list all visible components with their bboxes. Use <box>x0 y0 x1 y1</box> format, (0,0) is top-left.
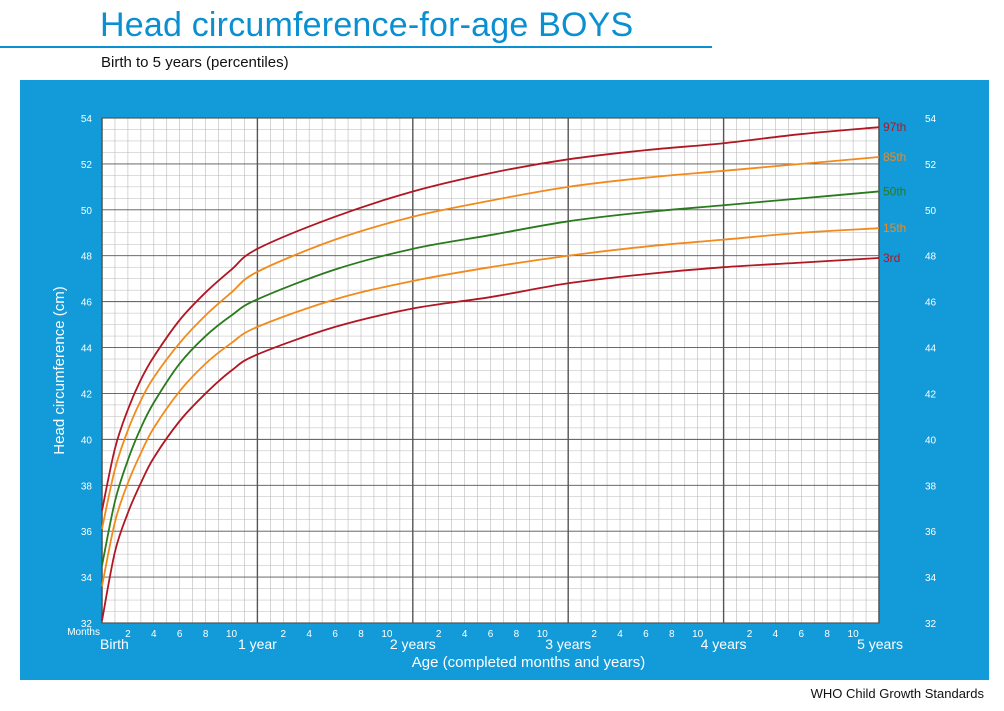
x-tick-label-month: 8 <box>669 629 675 640</box>
y-tick-label-left: 32 <box>81 619 93 630</box>
x-year-label: 2 years <box>390 636 436 652</box>
x-year-label: 3 years <box>545 636 591 652</box>
series-line-50th <box>101 190 880 566</box>
y-tick-label-right: 40 <box>925 435 937 446</box>
grid-major <box>101 117 880 624</box>
y-tick-label-right: 50 <box>925 206 937 217</box>
series-label-85th: 85th <box>883 150 906 164</box>
y-tick-label-left: 40 <box>81 435 93 446</box>
y-tick-label-right: 42 <box>925 389 937 400</box>
y-tick-label-left: 54 <box>81 114 93 125</box>
y-tick-label-left: 34 <box>81 573 93 584</box>
x-tick-label-month: 8 <box>358 629 364 640</box>
x-tick-label-month: 8 <box>824 629 830 640</box>
x-unit-label: Months <box>67 627 100 638</box>
x-tick-label-month: 10 <box>381 629 393 640</box>
x-year-label: Birth <box>100 636 129 652</box>
y-tick-label-right: 46 <box>925 298 937 309</box>
series-label-50th: 50th <box>883 184 906 198</box>
x-tick-label-month: 10 <box>692 629 704 640</box>
y-tick-label-left: 42 <box>81 389 93 400</box>
y-tick-label-left: 48 <box>81 252 93 263</box>
y-tick-label-left: 46 <box>81 298 93 309</box>
x-year-label: 4 years <box>701 636 747 652</box>
title-underline <box>0 46 712 48</box>
page-title: Head circumference-for-age BOYS <box>100 6 634 44</box>
y-tick-label-left: 50 <box>81 206 93 217</box>
series-line-15th <box>101 227 880 587</box>
x-tick-label-month: 4 <box>773 629 779 640</box>
series-line-3rd <box>101 257 880 621</box>
footer-source: WHO Child Growth Standards <box>810 686 984 701</box>
y-tick-label-right: 52 <box>925 160 937 171</box>
y-tick-label-right: 54 <box>925 114 937 125</box>
series-label-3rd: 3rd <box>883 251 900 265</box>
x-tick-label-month: 6 <box>488 629 494 640</box>
x-tick-label-month: 2 <box>591 629 597 640</box>
x-tick-label-month: 8 <box>514 629 520 640</box>
x-tick-label-month: 2 <box>281 629 287 640</box>
page-subtitle: Birth to 5 years (percentiles) <box>101 54 289 71</box>
growth-chart: 97th 85th 50th 15th 3rd 32 32 34 34 36 36 38 38 40 40… <box>51 114 937 671</box>
y-tick-label-left: 52 <box>81 160 93 171</box>
x-tick-label-month: 4 <box>462 629 468 640</box>
x-tick-label-month: 4 <box>617 629 623 640</box>
y-tick-label-right: 34 <box>925 573 937 584</box>
series-label-97th: 97th <box>883 120 906 134</box>
x-year-label: 5 years <box>857 636 903 652</box>
x-tick-label-month: 6 <box>643 629 649 640</box>
x-tick-label-month: 10 <box>537 629 549 640</box>
x-tick-label-month: 2 <box>125 629 131 640</box>
y-tick-label-right: 44 <box>925 344 937 355</box>
grid-minor <box>102 118 879 623</box>
chart-panel: 97th 85th 50th 15th 3rd 32 32 34 34 36 36 38 38 40 40… <box>20 80 989 680</box>
x-tick-label-month: 4 <box>151 629 157 640</box>
y-tick-label-right: 32 <box>925 619 937 630</box>
y-tick-label-right: 36 <box>925 527 937 538</box>
x-tick-label-month: 8 <box>203 629 209 640</box>
x-tick-label-month: 6 <box>332 629 338 640</box>
series-line-85th <box>101 156 880 530</box>
y-tick-label-left: 36 <box>81 527 93 538</box>
series-lines: 97th 85th 50th 15th 3rd <box>101 120 906 621</box>
x-tick-label-month: 6 <box>177 629 183 640</box>
x-tick-label-month: 10 <box>848 629 860 640</box>
y-tick-label-left: 38 <box>81 481 93 492</box>
x-tick-label-month: 10 <box>226 629 238 640</box>
x-tick-label-month: 2 <box>436 629 442 640</box>
y-axis-title: Head circumference (cm) <box>51 286 68 454</box>
x-axis-title: Age (completed months and years) <box>412 654 645 671</box>
plot-border <box>101 117 880 624</box>
series-line-97th <box>101 126 880 511</box>
series-label-15th: 15th <box>883 221 906 235</box>
y-tick-label-left: 44 <box>81 344 93 355</box>
x-year-label: 1 year <box>238 636 277 652</box>
y-tick-label-right: 48 <box>925 252 937 263</box>
y-tick-label-right: 38 <box>925 481 937 492</box>
x-tick-label-month: 2 <box>747 629 753 640</box>
x-tick-label-month: 4 <box>306 629 312 640</box>
x-tick-label-month: 6 <box>799 629 805 640</box>
